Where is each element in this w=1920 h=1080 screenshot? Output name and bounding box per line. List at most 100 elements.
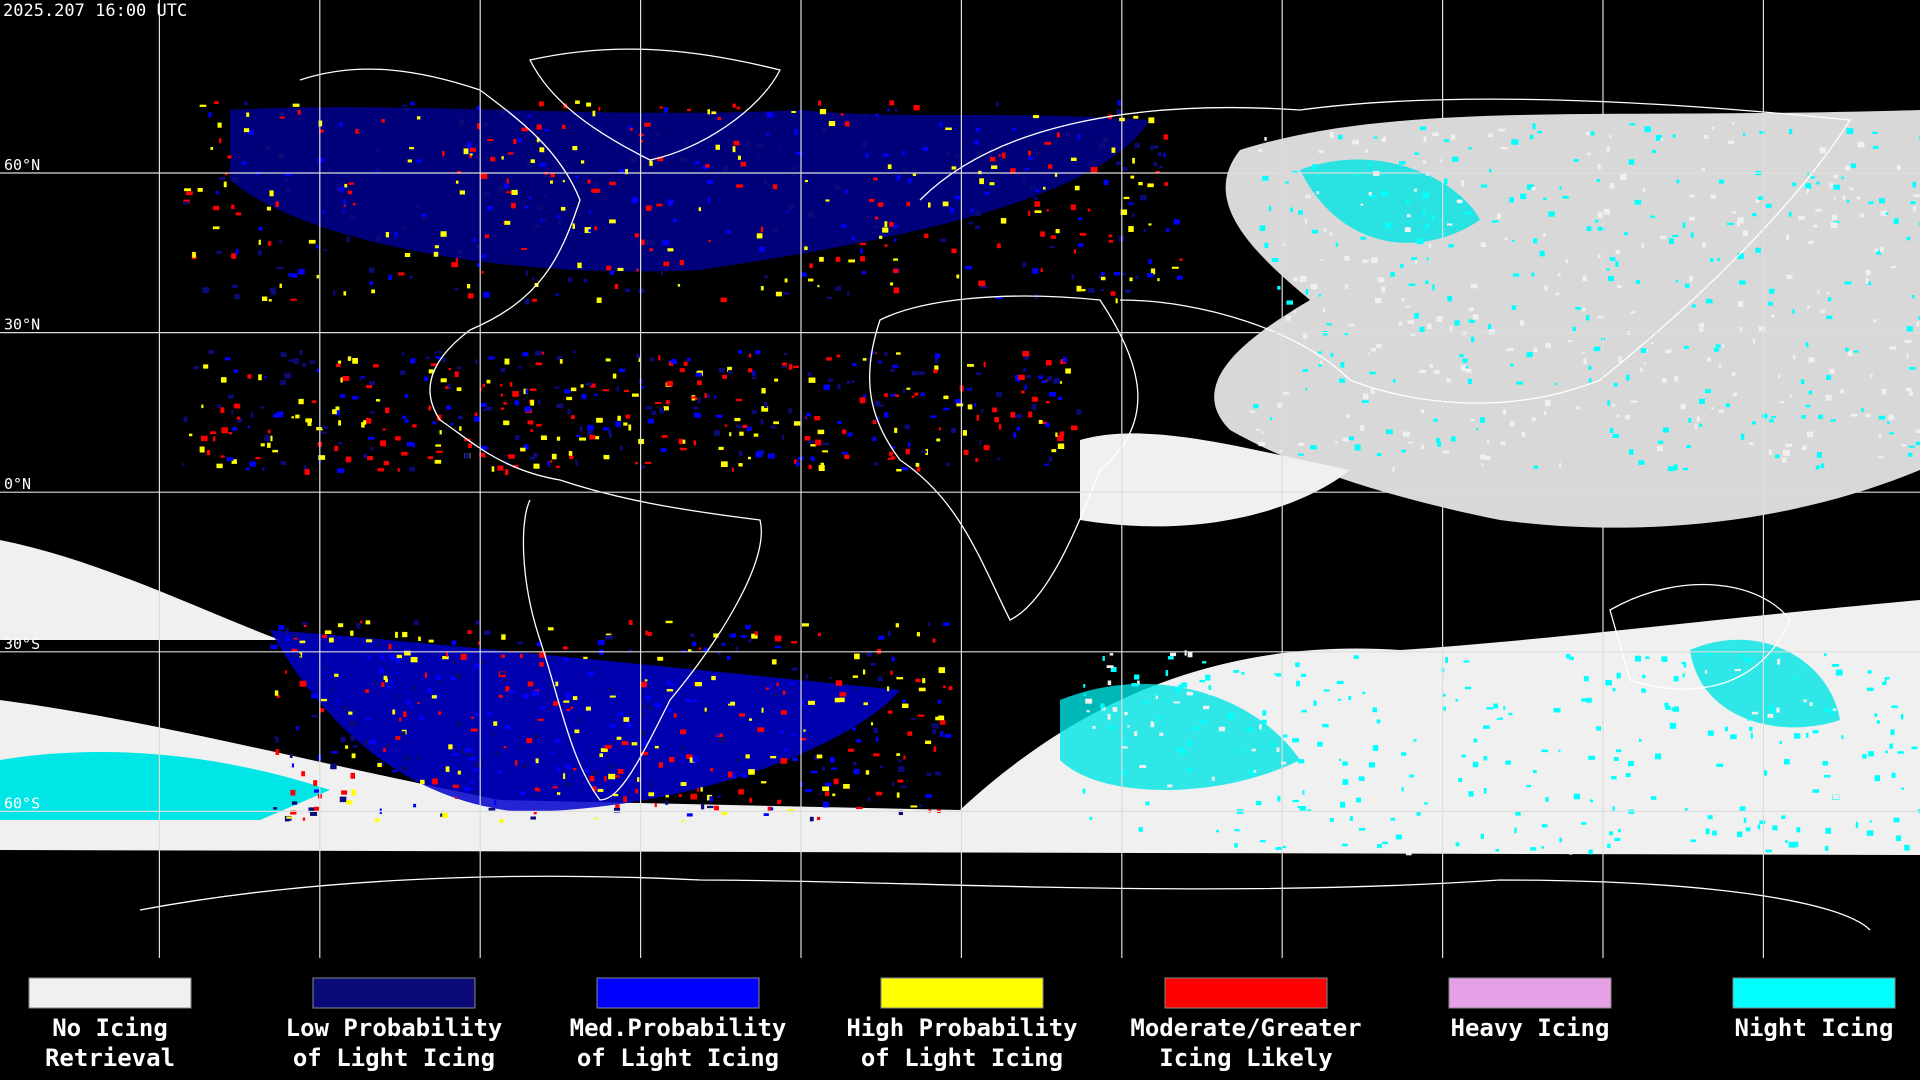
speckle xyxy=(1133,115,1139,119)
legend-label: Med.Probability xyxy=(570,1014,787,1042)
speckle xyxy=(373,680,377,685)
speckle xyxy=(1255,800,1262,806)
speckle xyxy=(520,654,523,659)
speckle xyxy=(246,112,250,117)
speckle xyxy=(738,789,744,795)
speckle xyxy=(1107,680,1112,686)
speckle xyxy=(830,756,835,763)
speckle xyxy=(1911,294,1915,299)
speckle xyxy=(945,127,952,130)
speckle xyxy=(1511,139,1519,145)
speckle xyxy=(1684,283,1690,288)
speckle xyxy=(636,268,639,272)
speckle xyxy=(1455,698,1458,702)
speckle xyxy=(1568,810,1572,814)
speckle xyxy=(1467,378,1473,385)
speckle xyxy=(800,700,805,706)
speckle xyxy=(884,244,888,247)
speckle xyxy=(1842,195,1846,200)
speckle xyxy=(1083,693,1086,696)
speckle xyxy=(890,670,893,675)
speckle xyxy=(538,706,546,709)
speckle xyxy=(456,366,462,370)
speckle xyxy=(1884,803,1892,808)
speckle xyxy=(474,412,478,417)
speckle xyxy=(718,446,724,450)
speckle xyxy=(693,440,696,446)
speckle xyxy=(782,292,790,295)
speckle xyxy=(732,146,736,153)
speckle xyxy=(1749,726,1753,732)
speckle xyxy=(1282,845,1286,849)
speckle xyxy=(451,262,459,268)
speckle xyxy=(373,364,379,368)
speckle xyxy=(1339,758,1342,762)
speckle xyxy=(560,206,566,211)
speckle xyxy=(267,429,271,434)
speckle xyxy=(552,701,559,706)
speckle xyxy=(1585,131,1590,136)
speckle xyxy=(1805,183,1812,190)
speckle xyxy=(822,127,827,133)
speckle xyxy=(1881,681,1887,685)
speckle xyxy=(432,778,438,785)
speckle xyxy=(1805,404,1811,408)
speckle xyxy=(1217,837,1222,841)
speckle xyxy=(792,733,797,736)
speckle xyxy=(480,660,486,664)
speckle xyxy=(1868,201,1874,204)
speckle xyxy=(912,173,917,176)
speckle xyxy=(1456,199,1463,204)
speckle xyxy=(482,121,489,128)
speckle xyxy=(859,397,866,404)
speckle xyxy=(1633,731,1637,737)
speckle xyxy=(1022,351,1030,357)
speckle xyxy=(369,380,375,386)
speckle xyxy=(1010,168,1016,174)
speckle xyxy=(1910,200,1916,205)
speckle xyxy=(1406,214,1411,218)
speckle xyxy=(1836,770,1839,773)
speckle xyxy=(1128,226,1134,232)
speckle xyxy=(1369,162,1373,167)
speckle xyxy=(1098,142,1105,149)
speckle xyxy=(576,434,581,437)
speckle xyxy=(1751,711,1759,715)
speckle xyxy=(639,139,643,143)
speckle xyxy=(1215,830,1220,833)
speckle xyxy=(835,286,842,291)
speckle xyxy=(1512,273,1520,277)
speckle xyxy=(1710,258,1714,263)
speckle xyxy=(1320,258,1323,261)
speckle xyxy=(727,366,732,372)
speckle xyxy=(1745,827,1751,832)
speckle xyxy=(525,389,529,394)
speckle xyxy=(748,638,752,643)
speckle xyxy=(1737,253,1744,260)
speckle xyxy=(807,212,815,218)
speckle xyxy=(682,439,686,444)
speckle xyxy=(965,265,973,270)
speckle xyxy=(1712,830,1717,836)
speckle xyxy=(269,287,276,292)
speckle xyxy=(1889,743,1893,749)
speckle xyxy=(352,744,358,748)
speckle xyxy=(1071,274,1075,280)
speckle xyxy=(1618,660,1622,665)
speckle xyxy=(865,770,870,775)
icing-area xyxy=(230,107,1150,272)
speckle xyxy=(619,169,626,174)
speckle xyxy=(475,620,481,625)
speckle xyxy=(452,753,459,757)
speckle xyxy=(832,793,836,797)
speckle xyxy=(1335,785,1341,790)
speckle xyxy=(343,199,346,206)
speckle xyxy=(1372,745,1379,751)
speckle xyxy=(670,684,675,687)
speckle xyxy=(1548,211,1555,217)
speckle xyxy=(1801,784,1806,788)
speckle xyxy=(398,694,401,699)
speckle xyxy=(331,751,338,754)
speckle xyxy=(799,738,807,741)
speckle xyxy=(1825,394,1832,401)
